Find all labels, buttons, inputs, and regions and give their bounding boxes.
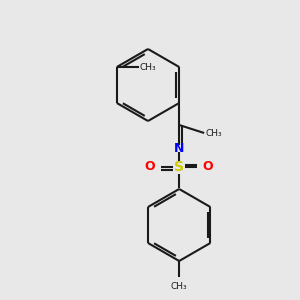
- Text: S: S: [174, 160, 184, 174]
- Text: CH₃: CH₃: [171, 282, 188, 291]
- Text: O: O: [145, 160, 155, 173]
- Text: N: N: [174, 142, 184, 155]
- Text: CH₃: CH₃: [140, 62, 156, 71]
- Text: O: O: [203, 160, 214, 173]
- Text: CH₃: CH₃: [205, 128, 222, 137]
